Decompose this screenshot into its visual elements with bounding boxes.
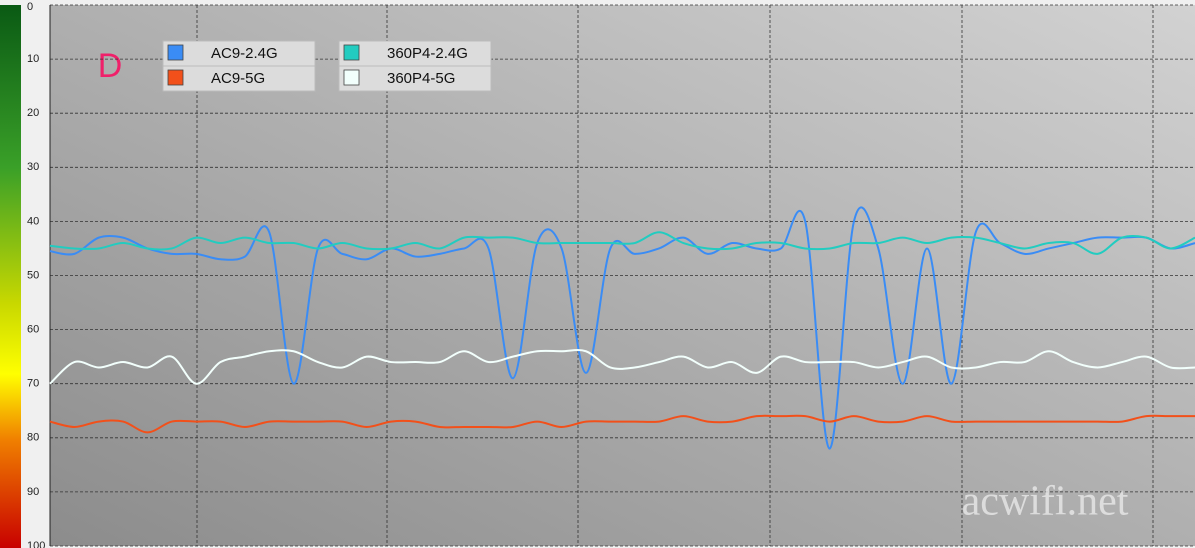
legend-swatch: [167, 69, 184, 86]
legend-box: [338, 40, 492, 67]
legend-swatch: [167, 44, 184, 61]
legend-box: [162, 40, 316, 67]
y-tick-label: 100: [27, 540, 45, 548]
y-tick-label: 0: [27, 1, 33, 13]
legend-swatch: [343, 44, 360, 61]
legend-label: AC9-2.4G: [211, 45, 278, 62]
series-line: [49, 206, 1195, 450]
y-tick-label: 50: [27, 269, 39, 281]
annotation: D: [98, 47, 123, 85]
y-tick-label: 60: [27, 324, 39, 336]
y-tick-label: 90: [27, 486, 39, 498]
signal-scale: [0, 5, 21, 548]
y-tick-label: 10: [27, 53, 39, 65]
series-line: [49, 414, 1195, 434]
series-line: [49, 349, 1195, 385]
legend-label: 360P4-2.4G: [387, 45, 468, 62]
legend-label: 360P4-5G: [387, 70, 455, 87]
legend-box: [338, 65, 492, 92]
y-tick-label: 80: [27, 432, 39, 444]
legend-box: [162, 65, 316, 92]
watermark: acwifi.net: [962, 479, 1129, 525]
legend-swatch: [343, 69, 360, 86]
series-line: [49, 231, 1195, 255]
y-tick-label: 20: [27, 107, 39, 119]
y-tick-label: 40: [27, 215, 39, 227]
legend-label: AC9-5G: [211, 70, 265, 87]
y-tick-label: 30: [27, 161, 39, 173]
y-tick-label: 70: [27, 378, 39, 390]
